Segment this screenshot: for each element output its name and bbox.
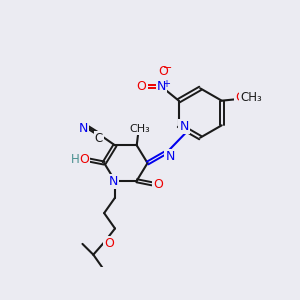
Text: H: H	[71, 153, 80, 166]
Text: N: N	[179, 120, 189, 134]
Text: O: O	[136, 80, 146, 93]
Text: O: O	[158, 65, 168, 78]
Text: −: −	[163, 63, 172, 73]
Text: CH₃: CH₃	[129, 124, 150, 134]
Text: O: O	[236, 91, 245, 104]
Text: N: N	[157, 80, 166, 93]
Text: C: C	[94, 132, 103, 145]
Text: O: O	[79, 153, 89, 166]
Text: O: O	[104, 237, 114, 250]
Text: CH₃: CH₃	[240, 91, 262, 104]
Text: N: N	[79, 122, 88, 135]
Text: +: +	[162, 79, 170, 89]
Text: N: N	[165, 150, 175, 164]
Text: O: O	[154, 178, 163, 191]
Text: N: N	[109, 175, 118, 188]
